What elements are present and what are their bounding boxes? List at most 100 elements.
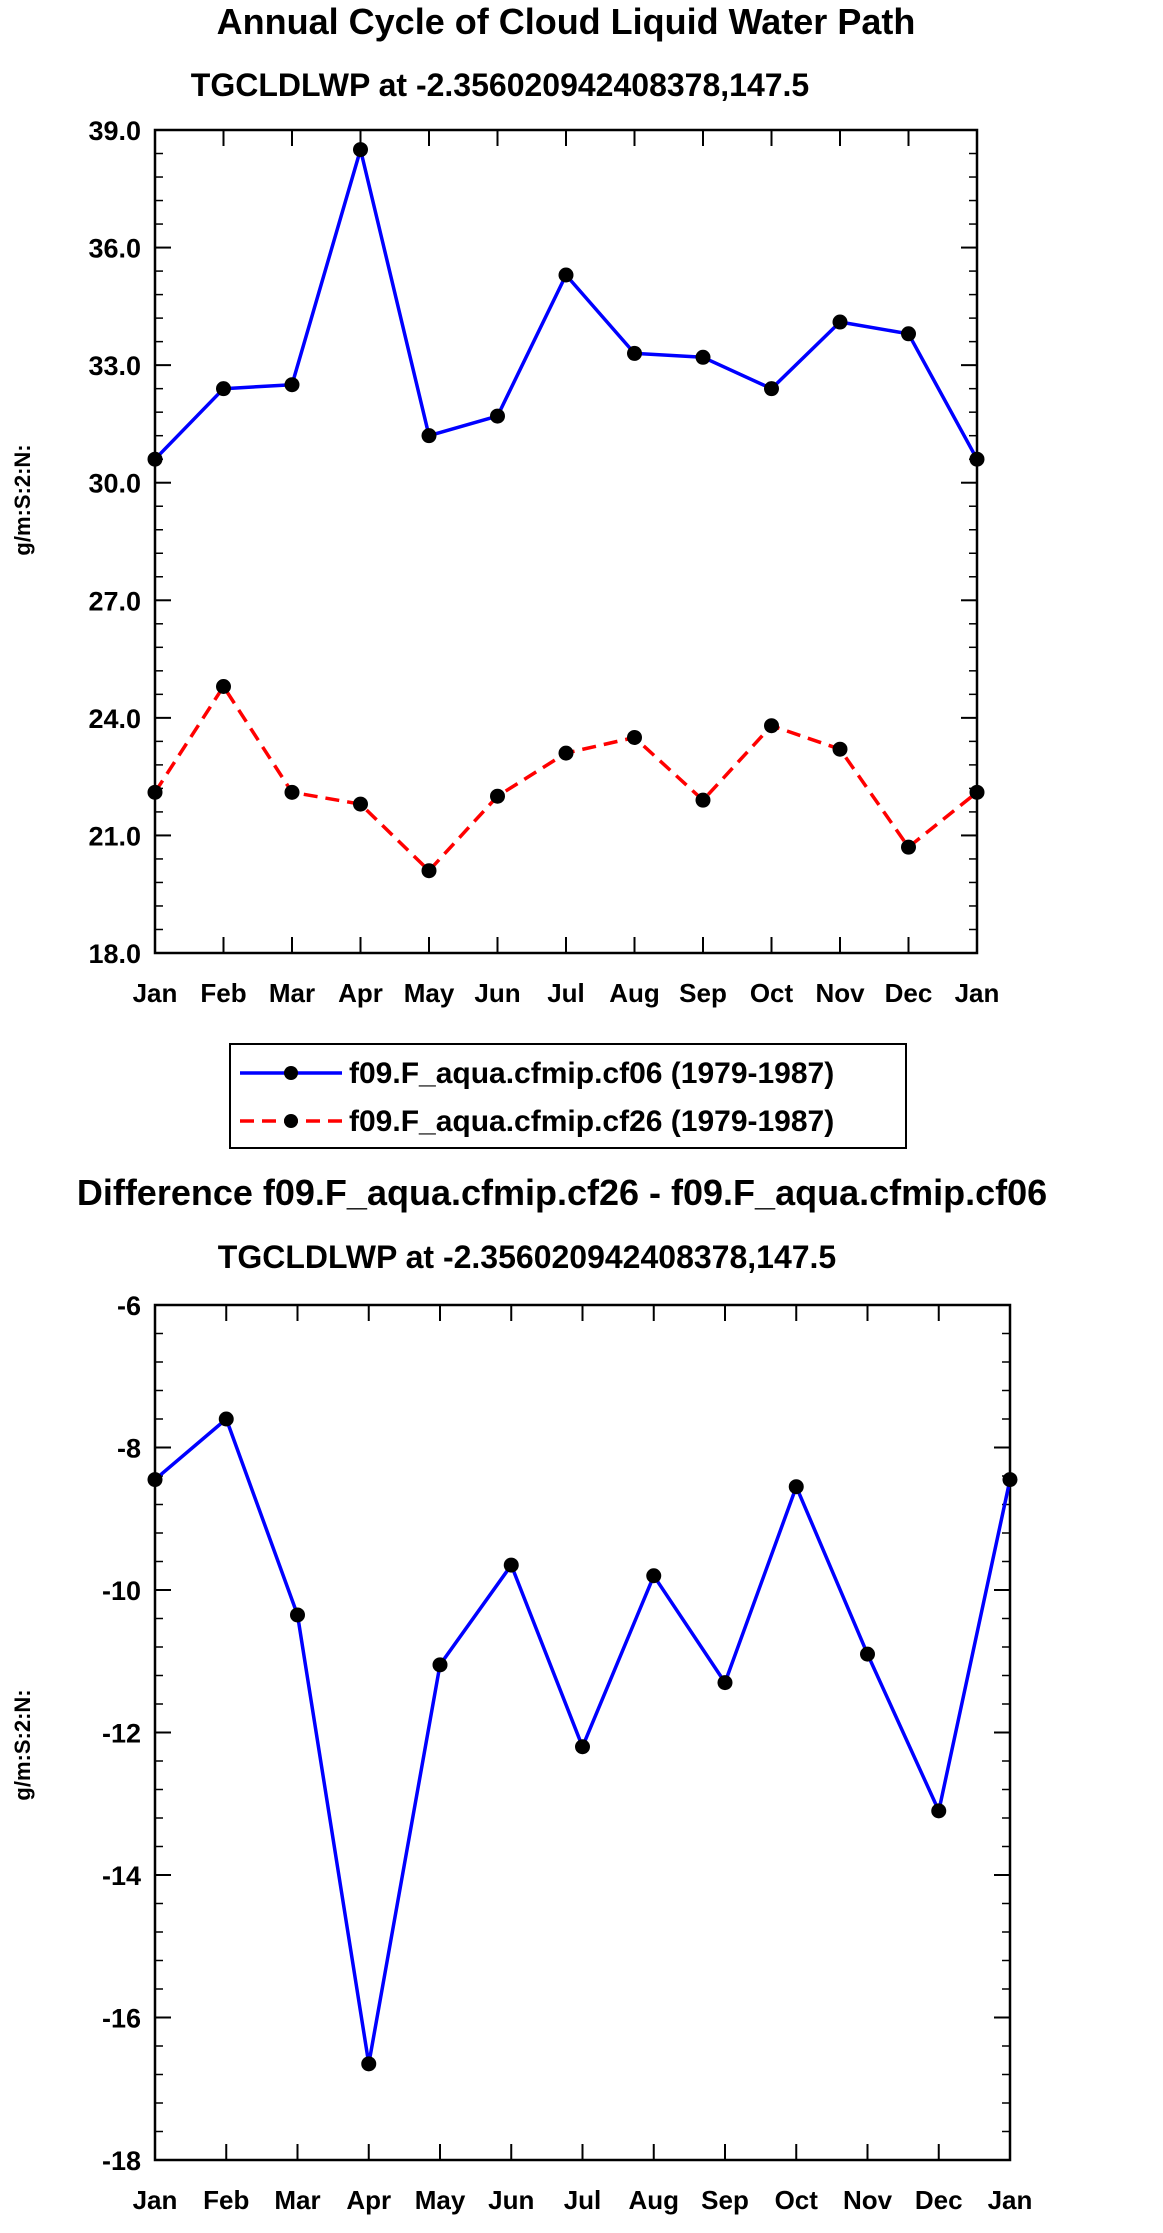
panel1-axes: 18.0 21.0 24.0 27.0 30.0 33.0 36.0 39.0 Jan Feb Ma… [88,116,999,1008]
panel1-series-1-point [969,784,985,800]
panel2-series-0-point [788,1479,804,1495]
panel-difference: Difference f09.F_aqua.cfmip.cf26 - f09.F… [10,1172,1047,2215]
panel2-xtick-label: Nov [843,2185,893,2215]
panel2-xtick-label: Jan [988,2185,1033,2215]
panel1-series-1-point [490,788,505,804]
panel2-xtick-label: Feb [203,2185,249,2215]
panel1-series-0-line [153,147,979,461]
panel2-series-0-point [218,1411,234,1427]
panel1-series-1-point [764,718,779,734]
panel1-xtick-label: May [404,978,455,1008]
panel1-xtick-label: Sep [679,978,727,1008]
panel2-series-0-point [1002,1472,1018,1488]
panel2-title: TGCLDLWP at -2.356020942408378,147.5 [218,1239,836,1275]
panel2-series-0-point [361,2056,377,2072]
panel1-plot-frame [153,128,979,955]
panel1-series-1-point [216,679,231,695]
panel1-series-1-point [421,863,437,879]
panel2-series-0-point [931,1803,947,1819]
panel2-xtick-label: Jul [564,2185,602,2215]
panel1-series-0-point [969,451,985,467]
panel2-ytick-label: -6 [117,1291,141,1321]
panel2-series-0-point [290,1607,305,1623]
panel1-series-0-point [695,349,711,365]
panel1-ytick-label: 21.0 [88,821,141,851]
panel1-series-layer [147,142,985,879]
panel1-series-0-point [901,326,916,342]
panel2-series-0-point [646,1568,662,1584]
panel2-series-0-point [432,1657,448,1673]
panel2-xtick-label: Apr [346,2185,391,2215]
panel1-ytick-label: 39.0 [88,116,141,146]
panel1-series-0-point [284,377,300,393]
panel1-ytick-label: 18.0 [88,939,141,969]
panel1-xtick-label: Dec [885,978,933,1008]
panel2-series-0-point [717,1675,733,1691]
panel2-xtick-label: Jan [133,2185,178,2215]
panel1-xtick-label: Jan [955,978,1000,1008]
panel1-series-1-point [353,796,368,812]
panel1-series-0-point [490,408,505,424]
panel1-series-1-point [284,784,300,800]
panel2-xtick-label: Aug [628,2185,679,2215]
panel2-ytick-label: -8 [117,1434,141,1464]
panel1-ylabel: g/m:S:2:N: [10,444,35,555]
panel-annual-cycle: TGCLDLWP at -2.356020942408378,147.5 g/m… [10,67,999,1008]
panel2-ytick-label: -12 [102,1719,141,1749]
panel2-series-0-point [503,1557,519,1573]
legend: f09.F_aqua.cfmip.cf06 (1979-1987) f09.F_… [229,1043,907,1149]
panel2-axes: -18 -16 -14 -12 -10 -8 -6 Jan Feb Mar Apr May Jun Jul… [102,1291,1032,2215]
panel1-xtick-label: Nov [815,978,865,1008]
panel1-series-1-line [153,684,979,873]
panel2-ytick-label: -18 [102,2146,141,2176]
panel2-xtick-label: Sep [701,2185,749,2215]
panel1-xtick-label: Mar [269,978,315,1008]
legend-box [229,1043,907,1149]
panel1-series-1-point [832,741,848,757]
panel2-xtick-label: Dec [915,2185,963,2215]
panel1-series-0-point [216,381,231,397]
panel2-ytick-label: -16 [102,2004,141,2034]
panel2-series-layer [147,1411,1018,2072]
panel1-title: TGCLDLWP at -2.356020942408378,147.5 [191,67,809,103]
legend-marker-cf26 [284,1114,298,1128]
panel1-xtick-label: Jan [133,978,178,1008]
panel1-xtick-label: Jun [474,978,520,1008]
panel2-ylabel: g/m:S:2:N: [10,1689,35,1800]
panel1-ytick-label: 27.0 [88,586,141,616]
panel1-ytick-label: 24.0 [88,704,141,734]
panel1-ytick-label: 36.0 [88,234,141,264]
panel1-series-1-point [695,792,711,808]
panel1-ytick-label: 30.0 [88,469,141,499]
panel1-series-0-point [558,267,574,283]
panel1-series-0-point [627,345,642,361]
panel2-xtick-label: Oct [775,2185,819,2215]
panel1-series-0-point [353,142,368,158]
figure-title: Annual Cycle of Cloud Liquid Water Path [217,1,916,42]
legend-label-cf26: f09.F_aqua.cfmip.cf26 (1979-1987) [349,1105,834,1138]
panel1-series-1-point [627,729,642,745]
panel1-series-1-point [901,839,916,855]
panel1-xtick-label: Apr [338,978,383,1008]
panel1-ytick-label: 33.0 [88,351,141,381]
panel2-ytick-label: -10 [102,1576,141,1606]
panel1-series-0-point [147,451,163,467]
panel1-series-0-point [764,381,779,397]
panel2-xtick-label: Jun [488,2185,534,2215]
panel1-series-1-point [558,745,574,761]
panel1-xtick-label: Aug [609,978,660,1008]
legend-label-cf06: f09.F_aqua.cfmip.cf06 (1979-1987) [349,1057,834,1090]
legend-marker-cf06 [284,1066,298,1080]
panel1-xtick-label: Oct [750,978,794,1008]
panel1-series-0-point [421,428,437,444]
panel2-xtick-label: Mar [274,2185,320,2215]
panel2-series-0-point [575,1739,590,1755]
panel1-series-1-point [147,784,163,800]
panel1-series-0-point [832,314,848,330]
panel1-xtick-label: Feb [200,978,246,1008]
panel2-xtick-label: May [415,2185,466,2215]
panel2-series-0-point [147,1472,163,1488]
panel2-super-title: Difference f09.F_aqua.cfmip.cf26 - f09.F… [77,1172,1047,1213]
panel1-xtick-label: Jul [547,978,585,1008]
